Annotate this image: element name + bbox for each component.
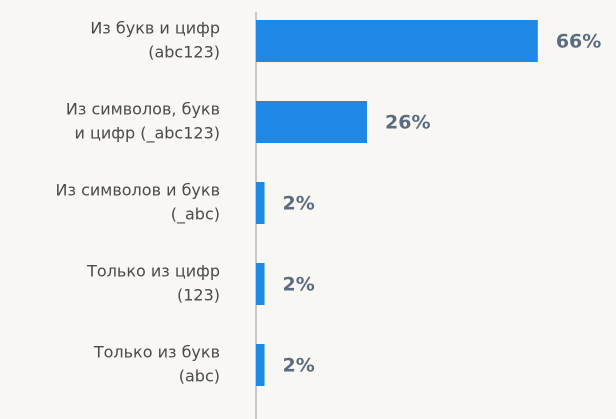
category-label: Из букв и цифр: [90, 19, 220, 38]
category-label: Из символов, букв: [66, 100, 220, 119]
category-label: и цифр (_abc123): [75, 124, 220, 144]
bar: [256, 344, 265, 386]
bar: [256, 263, 265, 305]
value-label: 2%: [283, 193, 315, 215]
category-label: (abc123): [148, 43, 220, 62]
value-label: 2%: [283, 274, 315, 296]
value-label: 26%: [385, 112, 430, 134]
category-label: (abc): [179, 367, 220, 386]
bar: [256, 101, 368, 143]
category-label: Из символов и букв: [56, 181, 221, 200]
category-label: Только из букв: [93, 343, 220, 362]
category-label: (_abc): [171, 205, 220, 225]
value-label: 2%: [283, 355, 315, 377]
bar: [256, 20, 538, 62]
bar: [256, 182, 265, 224]
value-label: 66%: [556, 31, 601, 53]
category-label: (123): [177, 286, 220, 305]
category-label: Только из цифр: [86, 262, 220, 281]
